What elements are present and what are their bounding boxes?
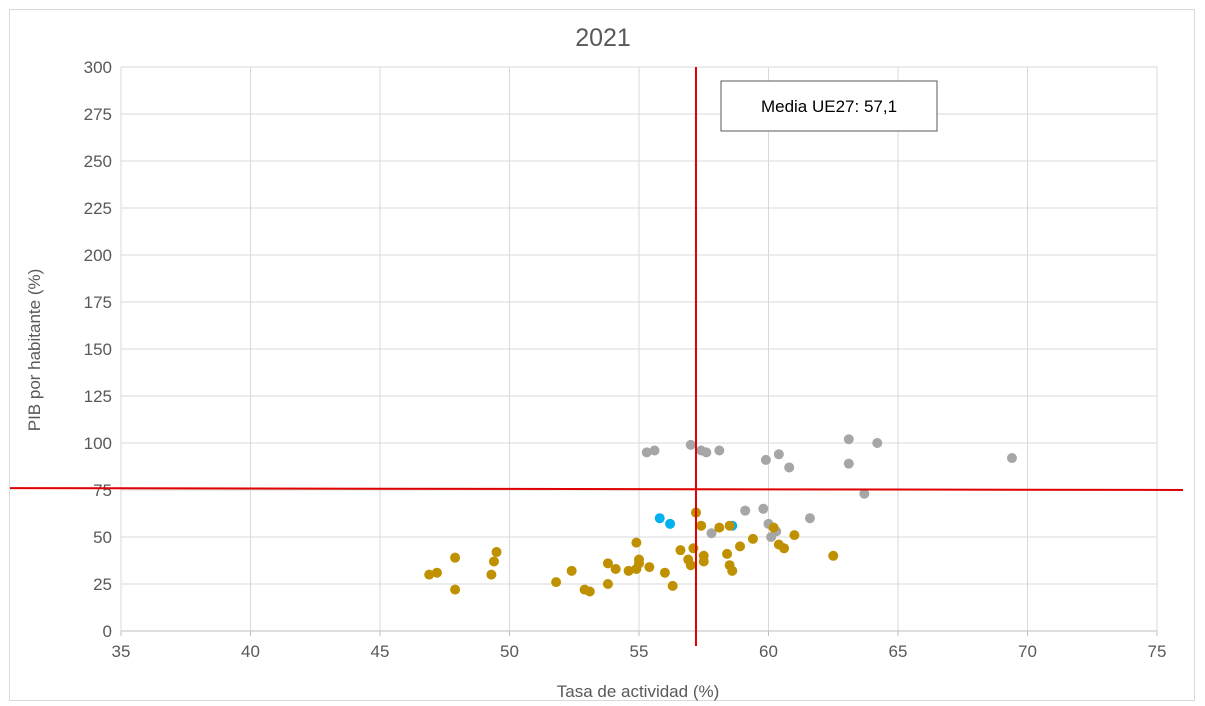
- scatter-point: [675, 545, 685, 555]
- scatter-point: [665, 519, 675, 529]
- x-tick-label: 45: [371, 642, 390, 661]
- y-tick-label: 275: [84, 105, 112, 124]
- scatter-point: [450, 553, 460, 563]
- scatter-point: [761, 455, 771, 465]
- y-tick-label: 0: [103, 622, 112, 641]
- scatter-point: [779, 543, 789, 553]
- y-tick-label: 100: [84, 434, 112, 453]
- scatter-point: [828, 551, 838, 561]
- y-tick-label: 250: [84, 152, 112, 171]
- scatter-point: [486, 570, 496, 580]
- x-tick-label: 35: [112, 642, 131, 661]
- scatter-point: [1007, 453, 1017, 463]
- scatter-point: [758, 504, 768, 514]
- scatter-point: [727, 566, 737, 576]
- scatter-point: [722, 549, 732, 559]
- scatter-point: [872, 438, 882, 448]
- x-tick-label: 50: [500, 642, 519, 661]
- scatter-point: [769, 523, 779, 533]
- scatter-point: [774, 449, 784, 459]
- scatter-point: [611, 564, 621, 574]
- x-tick-label: 70: [1018, 642, 1037, 661]
- scatter-point: [631, 538, 641, 548]
- scatter-point: [585, 587, 595, 597]
- x-axis-label: Tasa de actividad (%): [557, 682, 720, 701]
- y-tick-labels: 0 25 50 75 100 125 150 175 200 225 250 275 300: [84, 58, 112, 641]
- x-tick-labels: 35 40 45 50 55 60 65 70 75: [112, 642, 1167, 661]
- y-tick-label: 125: [84, 387, 112, 406]
- scatter-point: [714, 446, 724, 456]
- annotation-label: Media UE27: 57,1: [761, 97, 897, 116]
- scatter-point: [844, 459, 854, 469]
- chart-title: 2021: [575, 24, 631, 52]
- y-axis-label: PIB por habitante (%): [25, 269, 44, 432]
- scatter-point: [603, 579, 613, 589]
- scatter-point: [644, 562, 654, 572]
- y-tick-label: 175: [84, 293, 112, 312]
- scatter-point: [696, 521, 706, 531]
- scatter-point: [789, 530, 799, 540]
- scatter-point: [450, 585, 460, 595]
- x-tick-label: 75: [1148, 642, 1167, 661]
- y-tick-label: 300: [84, 58, 112, 77]
- scatter-point: [748, 534, 758, 544]
- scatter-point: [668, 581, 678, 591]
- scatter-point: [551, 577, 561, 587]
- scatter-point: [766, 532, 776, 542]
- scatter-point: [844, 434, 854, 444]
- scatter-point: [655, 513, 665, 523]
- y-tick-label: 75: [93, 481, 112, 500]
- scatter-point: [701, 447, 711, 457]
- scatter-point: [714, 523, 724, 533]
- scatter-point: [805, 513, 815, 523]
- reference-lines: [10, 67, 1183, 646]
- scatter-point: [634, 558, 644, 568]
- gridlines: [121, 67, 1157, 636]
- x-tick-label: 65: [889, 642, 908, 661]
- y-tick-label: 200: [84, 246, 112, 265]
- data-points: [424, 434, 1017, 596]
- scatter-point: [660, 568, 670, 578]
- scatter-point: [432, 568, 442, 578]
- x-tick-label: 40: [241, 642, 260, 661]
- scatter-point: [489, 556, 499, 566]
- y-tick-label: 150: [84, 340, 112, 359]
- x-tick-label: 55: [630, 642, 649, 661]
- x-tick-label: 60: [759, 642, 778, 661]
- scatter-point: [492, 547, 502, 557]
- scatter-point: [686, 440, 696, 450]
- y-tick-label: 225: [84, 199, 112, 218]
- scatter-point: [725, 521, 735, 531]
- scatter-point: [567, 566, 577, 576]
- scatter-point: [735, 541, 745, 551]
- scatter-point: [686, 560, 696, 570]
- scatter-point: [699, 556, 709, 566]
- y-tick-label: 25: [93, 575, 112, 594]
- scatter-point: [650, 446, 660, 456]
- y-tick-label: 50: [93, 528, 112, 547]
- scatter-point: [784, 462, 794, 472]
- scatter-point: [740, 506, 750, 516]
